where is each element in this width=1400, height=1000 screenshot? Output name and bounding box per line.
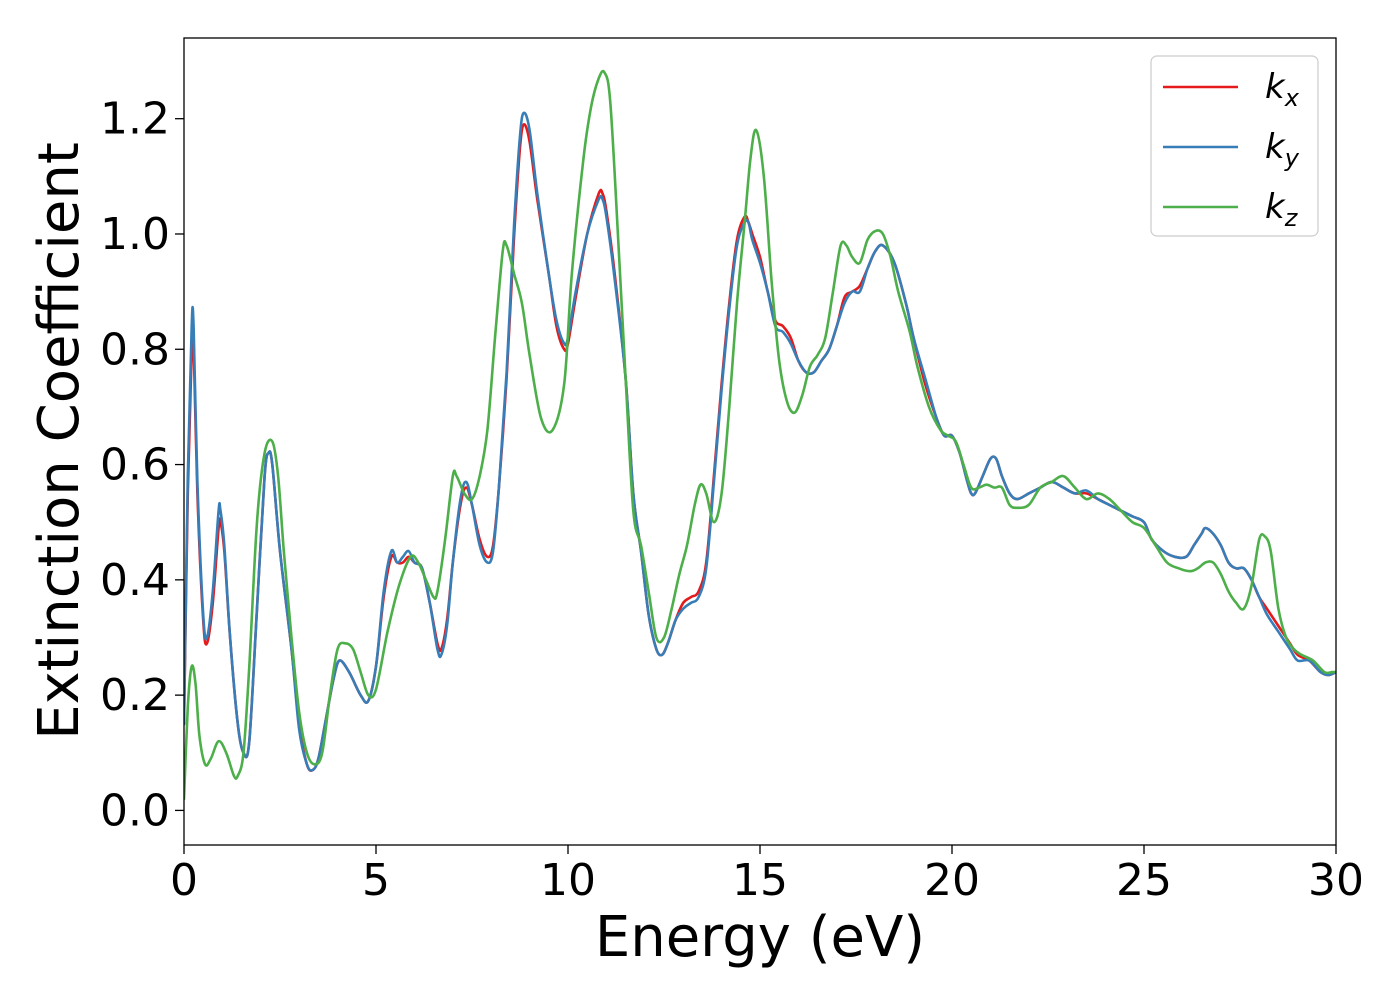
y-tick-label: 1.2 <box>100 94 170 145</box>
series-line-z <box>184 69 1336 801</box>
x-tick-label: 0 <box>170 855 198 906</box>
series-lines <box>184 69 1336 801</box>
y-axis-ticks: 0.0 0.2 0.4 0.6 0.8 1.0 1.2 <box>100 94 184 836</box>
y-tick-label: 0.4 <box>100 555 170 606</box>
x-tick-label: 25 <box>1116 855 1172 906</box>
x-tick-label: 5 <box>362 855 390 906</box>
y-axis-title: Extinction Coefficient <box>27 142 92 740</box>
x-tick-label: 15 <box>732 855 788 906</box>
y-tick-label: 0.0 <box>100 785 170 836</box>
y-tick-label: 0.2 <box>100 670 170 721</box>
x-axis-ticks: 0 5 10 15 20 25 30 <box>170 845 1364 906</box>
x-tick-label: 10 <box>540 855 596 906</box>
x-axis-title: Energy (eV) <box>595 905 925 970</box>
legend-label-z: kz <box>1265 187 1299 232</box>
y-tick-label: 0.8 <box>100 324 170 375</box>
x-tick-label: 30 <box>1308 855 1364 906</box>
legend-label-x: kx <box>1265 67 1300 112</box>
legend: kx ky kz <box>1150 55 1319 237</box>
x-tick-label: 20 <box>924 855 980 906</box>
y-tick-label: 1.0 <box>100 209 170 260</box>
y-tick-label: 0.6 <box>100 440 170 491</box>
legend-label-y: ky <box>1265 127 1300 172</box>
